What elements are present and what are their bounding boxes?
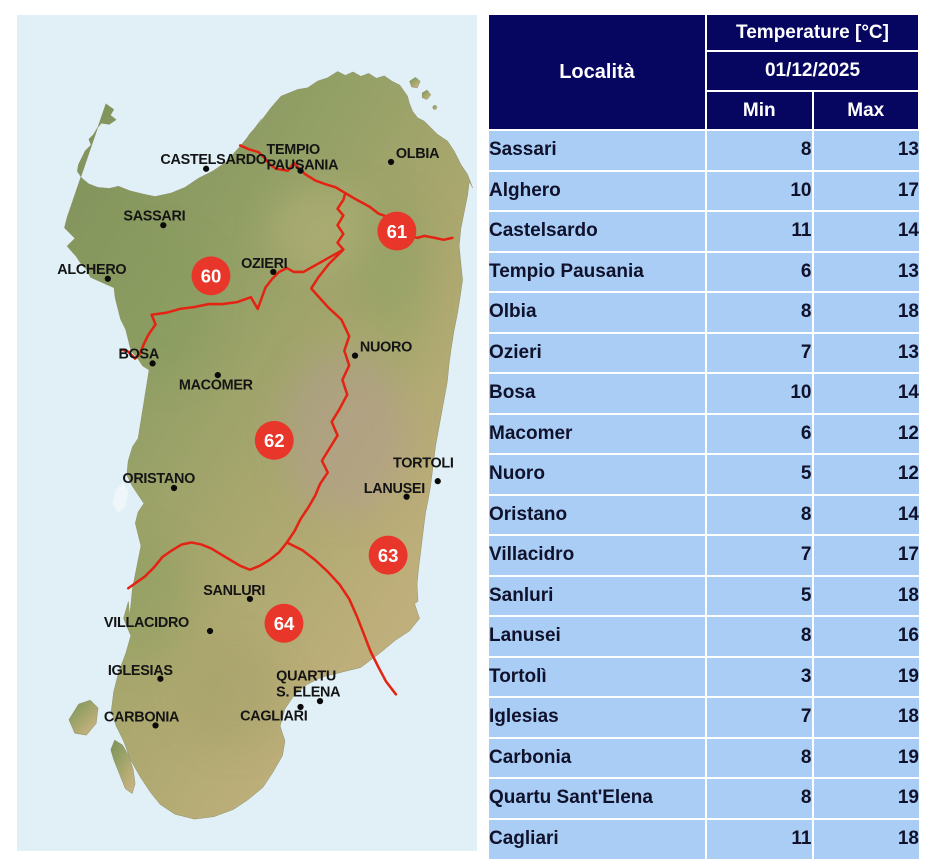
svg-text:MACOMER: MACOMER <box>179 378 254 394</box>
svg-text:NUORO: NUORO <box>360 340 412 356</box>
svg-text:QUARTU: QUARTU <box>276 669 336 685</box>
svg-text:TORTOLI: TORTOLI <box>393 456 454 472</box>
svg-text:IGLESIAS: IGLESIAS <box>108 663 174 679</box>
svg-text:S. ELENA: S. ELENA <box>276 684 341 700</box>
svg-text:TEMPIO: TEMPIO <box>266 142 320 158</box>
svg-text:61: 61 <box>387 221 408 242</box>
svg-text:62: 62 <box>264 430 285 451</box>
svg-text:BOSA: BOSA <box>119 347 160 363</box>
svg-text:63: 63 <box>378 545 399 566</box>
svg-text:SASSARI: SASSARI <box>123 208 185 224</box>
svg-text:VILLACIDRO: VILLACIDRO <box>104 615 189 631</box>
svg-text:CAGLIARI: CAGLIARI <box>240 709 308 725</box>
svg-text:SANLURI: SANLURI <box>203 583 265 599</box>
svg-text:ALCHERO: ALCHERO <box>57 262 126 278</box>
svg-text:CARBONIA: CARBONIA <box>104 710 180 726</box>
svg-text:OLBIA: OLBIA <box>396 146 440 162</box>
svg-text:64: 64 <box>274 613 295 634</box>
svg-text:60: 60 <box>201 266 222 287</box>
svg-text:PAUSANIA: PAUSANIA <box>266 158 339 174</box>
svg-text:LANUSEI: LANUSEI <box>364 481 425 497</box>
svg-text:OZIERI: OZIERI <box>241 256 288 272</box>
svg-text:CASTELSARDO: CASTELSARDO <box>160 152 266 168</box>
svg-text:ORISTANO: ORISTANO <box>122 471 195 487</box>
